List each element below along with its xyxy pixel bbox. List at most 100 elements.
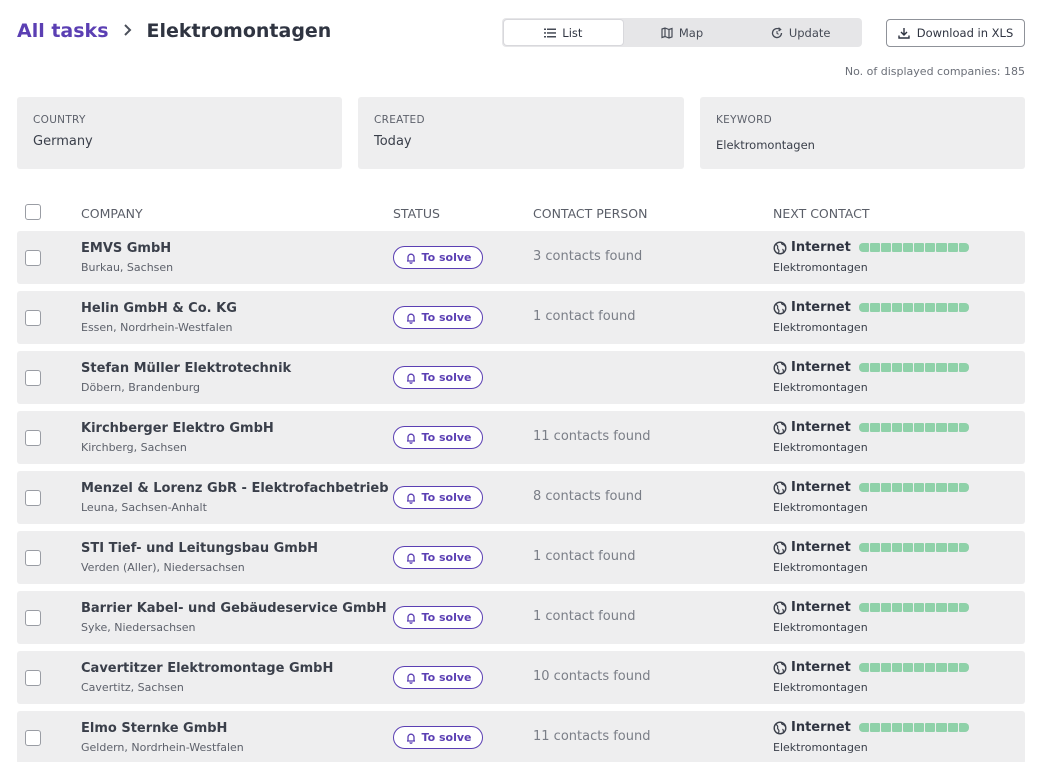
progress-segment xyxy=(858,663,869,672)
tab-map[interactable]: Map xyxy=(623,20,742,45)
status-label: To solve xyxy=(421,311,472,324)
progress-segment xyxy=(914,303,925,312)
globe-icon xyxy=(773,480,787,495)
company-location: Syke, Niedersachsen xyxy=(81,621,196,634)
status-badge[interactable]: To solve xyxy=(393,546,483,569)
progress-segment xyxy=(947,723,958,732)
next-contact-progress-bar xyxy=(858,243,969,252)
table-row[interactable]: EMVS GmbH Burkau, Sachsen To solve 3 con… xyxy=(17,231,1025,284)
status-label: To solve xyxy=(421,431,472,444)
contact-person-summary[interactable]: 10 contacts found xyxy=(533,669,651,684)
contact-person-summary[interactable]: 1 contact found xyxy=(533,309,636,324)
row-checkbox[interactable] xyxy=(25,550,41,566)
table-row[interactable]: Kirchberger Elektro GmbH Kirchberg, Sach… xyxy=(17,411,1025,464)
status-badge[interactable]: To solve xyxy=(393,426,483,449)
column-header-company[interactable]: COMPANY xyxy=(81,206,143,221)
contact-person-summary[interactable]: 11 contacts found xyxy=(533,729,651,744)
next-contact-keyword: Elektromontagen xyxy=(773,681,868,694)
column-header-next-contact[interactable]: NEXT CONTACT xyxy=(773,206,870,221)
row-checkbox[interactable] xyxy=(25,730,41,746)
filter-country[interactable]: COUNTRY Germany xyxy=(17,97,342,169)
contact-person-summary[interactable]: 1 contact found xyxy=(533,609,636,624)
next-contact-keyword: Elektromontagen xyxy=(773,321,868,334)
bell-icon xyxy=(406,493,415,504)
next-contact-channel: Internet xyxy=(791,300,851,315)
status-badge[interactable]: To solve xyxy=(393,666,483,689)
progress-segment xyxy=(958,723,969,732)
contact-person-summary[interactable]: 8 contacts found xyxy=(533,489,643,504)
column-header-contact-person[interactable]: CONTACT PERSON xyxy=(533,206,648,221)
progress-segment xyxy=(958,243,969,252)
progress-segment xyxy=(925,243,936,252)
next-contact: Internet Elektromontagen xyxy=(773,660,969,694)
company-name[interactable]: Barrier Kabel- und Gebäudeservice GmbH xyxy=(81,601,387,616)
company-name[interactable]: Kirchberger Elektro GmbH xyxy=(81,421,274,436)
company-name[interactable]: EMVS GmbH xyxy=(81,241,172,256)
contact-person-summary[interactable]: 3 contacts found xyxy=(533,249,643,264)
row-checkbox[interactable] xyxy=(25,430,41,446)
status-label: To solve xyxy=(421,731,472,744)
row-checkbox[interactable] xyxy=(25,370,41,386)
breadcrumb-all-tasks-link[interactable]: All tasks xyxy=(17,20,109,42)
progress-segment xyxy=(958,303,969,312)
progress-segment xyxy=(903,603,914,612)
status-badge[interactable]: To solve xyxy=(393,726,483,749)
progress-segment xyxy=(881,663,892,672)
progress-segment xyxy=(936,363,947,372)
row-checkbox[interactable] xyxy=(25,610,41,626)
progress-segment xyxy=(869,363,881,372)
progress-segment xyxy=(903,243,914,252)
filter-keyword-value: Elektromontagen xyxy=(716,138,815,152)
row-checkbox[interactable] xyxy=(25,250,41,266)
company-name[interactable]: Stefan Müller Elektrotechnik xyxy=(81,361,292,376)
progress-segment xyxy=(936,243,947,252)
table-row[interactable]: Cavertitzer Elektromontage GmbH Cavertit… xyxy=(17,651,1025,704)
status-badge[interactable]: To solve xyxy=(393,486,483,509)
progress-segment xyxy=(881,303,892,312)
progress-segment xyxy=(881,543,892,552)
company-name[interactable]: Elmo Sternke GmbH xyxy=(81,721,228,736)
status-badge[interactable]: To solve xyxy=(393,306,483,329)
progress-segment xyxy=(869,603,881,612)
table-row[interactable]: Barrier Kabel- und Gebäudeservice GmbH S… xyxy=(17,591,1025,644)
globe-icon xyxy=(773,240,787,255)
company-name[interactable]: STI Tief- und Leitungsbau GmbH xyxy=(81,541,319,556)
download-xls-button[interactable]: Download in XLS xyxy=(886,19,1025,47)
filter-created[interactable]: CREATED Today xyxy=(358,97,684,169)
row-checkbox[interactable] xyxy=(25,490,41,506)
progress-segment xyxy=(892,483,903,492)
filter-keyword[interactable]: KEYWORD Elektromontagen xyxy=(700,97,1025,169)
table-row[interactable]: Helin GmbH & Co. KG Essen, Nordrhein-Wes… xyxy=(17,291,1025,344)
row-checkbox[interactable] xyxy=(25,670,41,686)
company-location: Burkau, Sachsen xyxy=(81,261,174,274)
globe-icon xyxy=(773,600,787,615)
row-checkbox[interactable] xyxy=(25,310,41,326)
column-header-status[interactable]: STATUS xyxy=(393,206,440,221)
company-name[interactable]: Cavertitzer Elektromontage GmbH xyxy=(81,661,334,676)
table-row[interactable]: STI Tief- und Leitungsbau GmbH Verden (A… xyxy=(17,531,1025,584)
company-name[interactable]: Helin GmbH & Co. KG xyxy=(81,301,237,316)
next-contact-channel: Internet xyxy=(791,660,851,675)
status-badge[interactable]: To solve xyxy=(393,366,483,389)
filter-country-value: Germany xyxy=(33,134,93,149)
download-icon xyxy=(898,28,910,39)
table-row[interactable]: Elmo Sternke GmbH Geldern, Nordrhein-Wes… xyxy=(17,711,1025,762)
status-badge[interactable]: To solve xyxy=(393,606,483,629)
company-location: Leuna, Sachsen-Anhalt xyxy=(81,501,207,514)
filter-created-value: Today xyxy=(374,134,412,149)
progress-segment xyxy=(881,363,892,372)
contact-person-summary[interactable]: 11 contacts found xyxy=(533,429,651,444)
list-icon xyxy=(544,28,557,37)
progress-segment xyxy=(947,483,958,492)
company-name[interactable]: Menzel & Lorenz GbR - Elektrofachbetrieb xyxy=(81,481,389,496)
progress-segment xyxy=(869,423,881,432)
next-contact-progress-bar xyxy=(858,543,969,552)
table-row[interactable]: Menzel & Lorenz GbR - Elektrofachbetrieb… xyxy=(17,471,1025,524)
select-all-checkbox[interactable] xyxy=(25,204,41,220)
tab-update[interactable]: Update xyxy=(741,20,860,45)
table-row[interactable]: Stefan Müller Elektrotechnik Döbern, Bra… xyxy=(17,351,1025,404)
contact-person-summary[interactable]: 1 contact found xyxy=(533,549,636,564)
status-badge[interactable]: To solve xyxy=(393,246,483,269)
tab-list[interactable]: List xyxy=(504,20,623,45)
progress-segment xyxy=(936,423,947,432)
